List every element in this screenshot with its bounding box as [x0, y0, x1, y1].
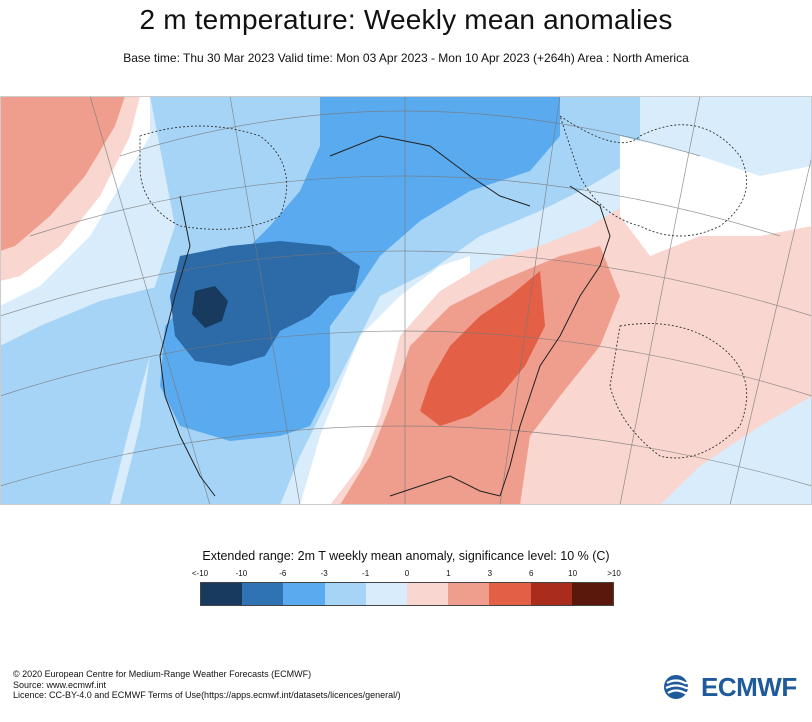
legend-tick: <-10: [191, 569, 209, 578]
legend-swatch: [283, 583, 325, 605]
legend-tick: >10: [607, 569, 621, 578]
legend-swatch: [407, 583, 449, 605]
legend-swatch: [530, 583, 572, 605]
legend-title: Extended range: 2m T weekly mean anomaly…: [202, 549, 610, 563]
legend-swatch: [448, 583, 490, 605]
legend-tick: -6: [279, 569, 287, 578]
legend-swatch: [365, 583, 408, 605]
ecmwf-logo-text: ECMWF: [701, 671, 797, 702]
legend-swatch: [489, 583, 531, 605]
ecmwf-logo: ECMWF: [663, 672, 803, 702]
region-pacific-cool: [0, 286, 160, 505]
significance-contours: [139, 114, 748, 459]
legend-swatch: [571, 583, 614, 605]
legend-tick: 0: [404, 569, 410, 578]
region-east-hot: [420, 271, 545, 426]
region-core-deepest-cold: [192, 286, 228, 328]
chart-title: 2 m temperature: Weekly mean anomalies: [139, 4, 673, 35]
legend-tick: -10: [235, 569, 248, 578]
graticule: [0, 96, 812, 505]
legend-ticks: <-10 -10 -6 -3 -1 0 1 3 6 10 >10: [0, 569, 812, 579]
coastlines: [159, 135, 611, 497]
ecmwf-logo-icon: [664, 675, 695, 699]
legend-swatch: [242, 583, 284, 605]
chart-subtitle: Base time: Thu 30 Mar 2023 Valid time: M…: [123, 51, 689, 65]
footer-licence: Licence: CC-BY-4.0 and ECMWF Terms of Us…: [13, 690, 401, 700]
legend-swatch: [201, 583, 243, 605]
footer-copyright: © 2020 European Centre for Medium-Range …: [13, 669, 312, 679]
legend-tick: -1: [362, 569, 370, 578]
legend-swatch: [324, 583, 366, 605]
legend-tick: -3: [320, 569, 328, 578]
region-atlantic-neutral: [620, 136, 812, 256]
legend-tick: 1: [446, 569, 451, 578]
region-northwest-warmer: [0, 96, 125, 251]
region-rockies-deep-cold: [170, 241, 360, 366]
footer-credits: © 2020 European Centre for Medium-Range …: [13, 669, 401, 701]
legend-tick: 10: [568, 569, 578, 578]
legend-colorbar: [200, 582, 614, 606]
footer-source: Source: www.ecmwf.int: [13, 679, 107, 690]
anomaly-map: [0, 96, 812, 505]
legend-tick: 6: [528, 569, 534, 578]
legend-tick: 3: [487, 569, 493, 578]
